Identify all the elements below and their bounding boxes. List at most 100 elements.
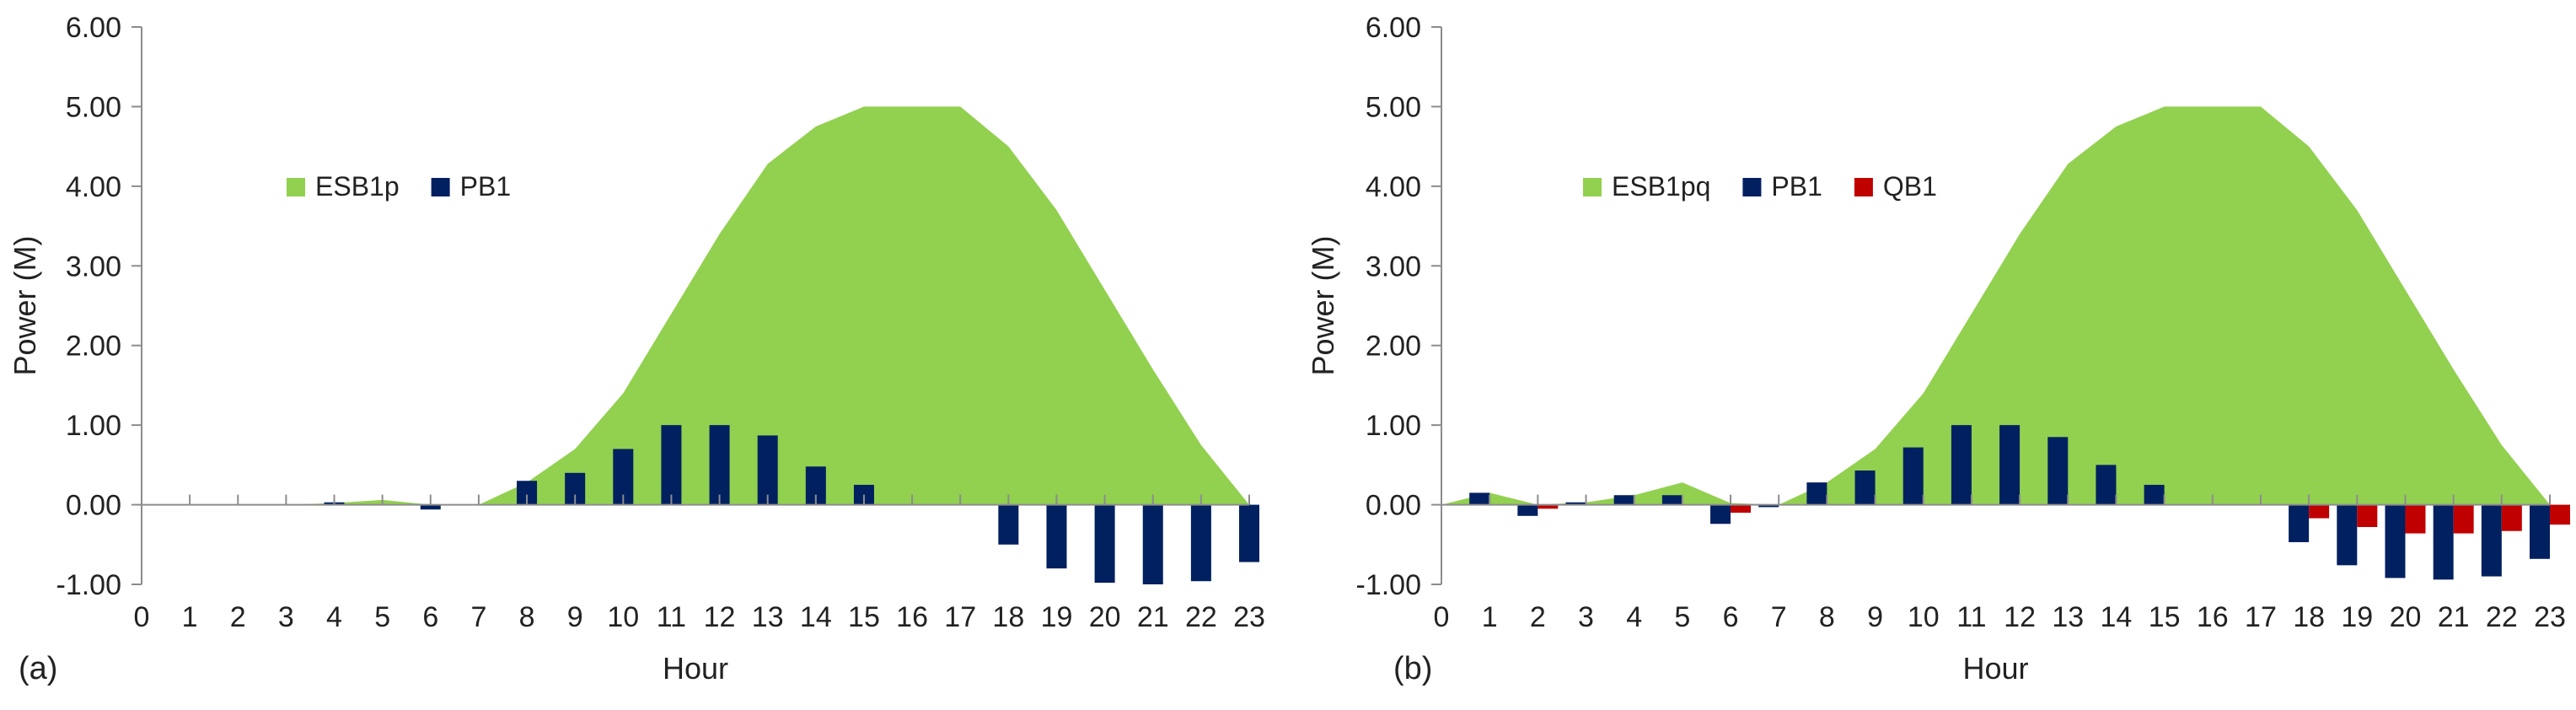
x-tick-label: 15 [848, 601, 880, 633]
x-tick-label: 6 [422, 601, 438, 633]
x-tick-label: 9 [567, 601, 583, 633]
legend-item-qb1: QB1 [1854, 171, 1937, 202]
y-tick-label: 4.00 [66, 171, 121, 203]
x-tick-label: 22 [1185, 601, 1217, 633]
x-tick-label: 12 [704, 601, 736, 633]
bar-pb1-hour-1 [1469, 492, 1490, 505]
area-esb1p [142, 106, 1249, 505]
x-tick-label: 1 [1482, 601, 1498, 633]
bar-pb1-hour-9 [1854, 470, 1876, 505]
x-tick-label: 15 [2149, 601, 2181, 633]
legend-swatch-esb1p [287, 178, 305, 196]
bar-pb1-hour-14 [2096, 465, 2117, 505]
x-tick-label: 11 [1956, 601, 1986, 633]
y-tick-label: 5.00 [66, 91, 121, 123]
legend-label-pb1: PB1 [1771, 171, 1822, 202]
x-tick-label: 12 [2004, 601, 2036, 633]
bar-pb1-hour-12 [709, 425, 730, 505]
bar-pb1-hour-21 [2433, 504, 2454, 580]
chart-panel-a: -1.000.001.002.003.004.005.006.000 1 2 3 4 5 6… [8, 12, 1265, 686]
bar-pb1-hour-20 [2385, 504, 2406, 578]
y-tick-label: 1.00 [1366, 410, 1421, 442]
bar-qb1-hour-22 [2501, 504, 2522, 531]
bar-pb1-hour-7 [1758, 504, 1779, 508]
x-tick-label: 23 [2534, 601, 2566, 633]
legend-swatch-esb1pq [1583, 178, 1602, 196]
y-tick-label: 6.00 [66, 12, 121, 44]
bar-pb1-hour-23 [2530, 504, 2550, 559]
x-tick-label: 6 [1723, 601, 1739, 633]
bar-qb1-hour-2 [1538, 504, 1559, 509]
y-tick-label: 6.00 [1366, 12, 1421, 44]
x-tick-label: 8 [1819, 601, 1835, 633]
x-tick-label: 4 [326, 601, 342, 633]
x-tick-label: 16 [2197, 601, 2229, 633]
x-tick-label: 5 [374, 601, 390, 633]
y-tick-label: 3.00 [1366, 250, 1421, 282]
bar-pb1-hour-19 [2337, 504, 2358, 566]
legend-item-esb1pq: ESB1pq [1583, 171, 1710, 202]
legend-swatch-pb1 [431, 178, 450, 196]
panel-label: (b) [1393, 651, 1432, 686]
x-axis-title: Hour [663, 651, 728, 686]
x-tick-label: 7 [1771, 601, 1787, 633]
bar-pb1-hour-8 [1806, 482, 1827, 505]
x-tick-label: 18 [2293, 601, 2325, 633]
area-esb1pq [1441, 106, 2550, 505]
bar-pb1-hour-13 [757, 435, 778, 505]
y-axis-title: Power (M) [8, 235, 42, 375]
x-tick-label: 3 [278, 601, 294, 633]
legend-item-pb1: PB1 [1742, 171, 1822, 202]
bar-pb1-hour-23 [1239, 504, 1259, 562]
x-tick-label: 17 [2245, 601, 2277, 633]
bar-qb1-hour-18 [2309, 504, 2330, 519]
bar-pb1-hour-22 [1190, 504, 1211, 582]
x-tick-label: 13 [2052, 601, 2084, 633]
bar-pb1-hour-10 [1902, 447, 1924, 505]
legend-item-esb1p: ESB1p [287, 171, 400, 202]
x-tick-label: 5 [1674, 601, 1690, 633]
x-tick-label: 4 [1626, 601, 1642, 633]
bar-pb1-hour-20 [1094, 504, 1115, 584]
bar-pb1-hour-6 [420, 504, 441, 510]
x-tick-label: 22 [2486, 601, 2518, 633]
x-tick-label: 10 [607, 601, 639, 633]
bar-pb1-hour-15 [2144, 484, 2165, 505]
x-tick-label: 21 [1137, 601, 1169, 633]
x-tick-label: 1 [182, 601, 198, 633]
y-tick-label: 2.00 [66, 331, 121, 363]
bar-pb1-hour-18 [2289, 504, 2310, 542]
legend-item-pb1: PB1 [431, 171, 511, 202]
x-tick-label: 16 [896, 601, 928, 633]
x-tick-label: 18 [992, 601, 1024, 633]
bar-qb1-hour-6 [1731, 504, 1752, 514]
x-tick-label: 20 [1089, 601, 1121, 633]
bar-pb1-hour-19 [1046, 504, 1067, 569]
legend-label-pb1: PB1 [460, 171, 511, 202]
x-tick-label: 14 [800, 601, 832, 633]
bar-pb1-hour-12 [1999, 425, 2021, 505]
x-tick-label: 20 [2390, 601, 2422, 633]
x-tick-label: 19 [1041, 601, 1073, 633]
x-tick-label: 9 [1867, 601, 1883, 633]
x-tick-label: 19 [2341, 601, 2373, 633]
y-tick-label: 4.00 [1366, 171, 1421, 203]
chart-panel-b: -1.000.001.002.003.004.005.006.000 1 2 3 4 5 6… [1306, 12, 2570, 686]
panel-label: (a) [19, 651, 57, 686]
bar-qb1-hour-20 [2405, 504, 2426, 534]
bar-pb1-hour-6 [1710, 504, 1731, 524]
x-tick-label: 17 [944, 601, 976, 633]
bar-pb1-hour-18 [998, 504, 1019, 545]
y-tick-label: 3.00 [66, 250, 121, 282]
legend-label-esb1p: ESB1p [315, 171, 400, 202]
bar-pb1-hour-11 [661, 425, 682, 505]
bar-qb1-hour-23 [2550, 504, 2570, 525]
bar-pb1-hour-2 [1517, 504, 1538, 516]
bar-pb1-hour-22 [2481, 504, 2502, 577]
x-tick-label: 3 [1578, 601, 1594, 633]
x-tick-label: 7 [470, 601, 486, 633]
x-tick-label: 13 [752, 601, 784, 633]
x-tick-label: 10 [1908, 601, 1940, 633]
legend-swatch-pb1 [1742, 178, 1762, 196]
bar-pb1-hour-5 [1661, 495, 1682, 505]
